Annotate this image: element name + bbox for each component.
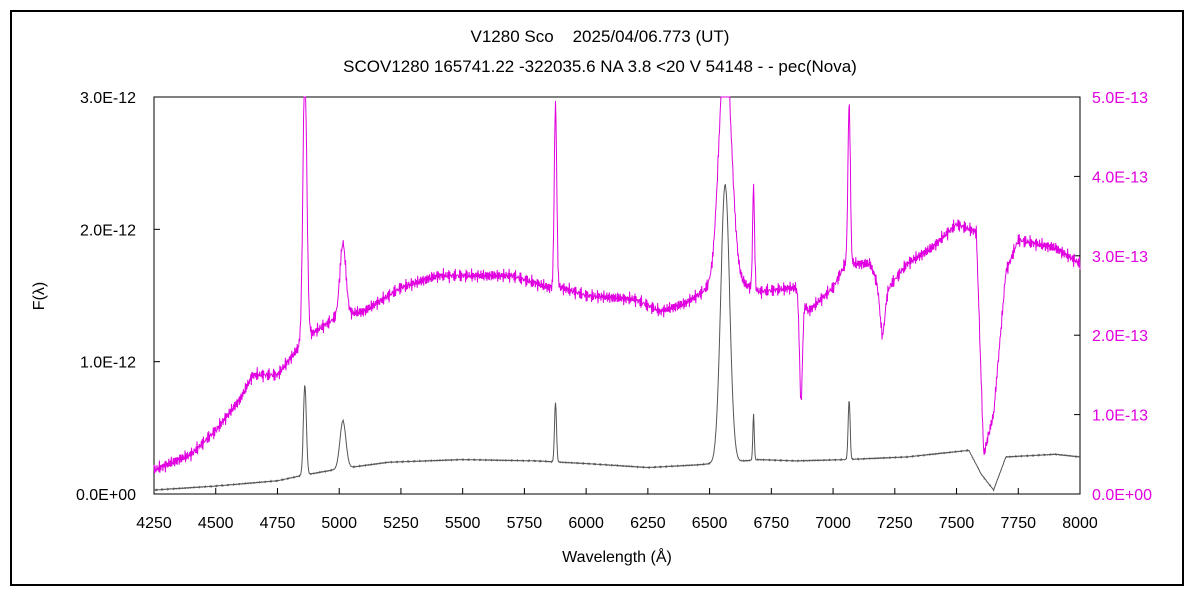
x-tick-label: 4250: [136, 515, 172, 532]
right-tick-label: 3.0E-13: [1092, 249, 1148, 266]
chart-title-line-1: V1280 Sco 2025/04/06.773 (UT): [470, 27, 730, 46]
series-layer: [153, 96, 1081, 492]
right-tick-label: 4.0E-13: [1092, 169, 1148, 186]
x-tick-label: 7000: [815, 515, 851, 532]
x-tick-label: 7250: [877, 515, 913, 532]
left-tick-label: 1.0E-12: [80, 355, 136, 372]
x-axis-label: Wavelength (Å): [562, 547, 672, 566]
left-tick-label: 0.0E+00: [76, 487, 136, 504]
left-tick-label: 2.0E-12: [80, 222, 136, 239]
right-axis-ticks: 0.0E+00 1.0E-13 2.0E-13 3.0E-13 4.0E-13 5.0E-…: [1074, 90, 1152, 504]
x-tick-label: 6000: [568, 515, 604, 532]
x-tick-label: 4500: [198, 515, 234, 532]
right-tick-label: 2.0E-13: [1092, 328, 1148, 345]
right-tick-label: 0.0E+00: [1092, 487, 1152, 504]
x-tick-label: 5250: [383, 515, 419, 532]
x-tick-label: 7750: [1000, 515, 1036, 532]
left-tick-label: 3.0E-12: [80, 90, 136, 107]
x-tick-label: 6250: [630, 515, 666, 532]
chart-title-line-2: SCOV1280 165741.22 -322035.6 NA 3.8 <20 …: [343, 57, 857, 76]
x-tick-label: 5000: [321, 515, 357, 532]
right-tick-label: 5.0E-13: [1092, 90, 1148, 107]
x-tick-label: 5750: [507, 515, 543, 532]
x-tick-label: 4750: [260, 515, 296, 532]
left-axis-ticks: 0.0E+00 1.0E-12 2.0E-12 3.0E-12: [76, 90, 160, 504]
x-tick-label: 5500: [445, 515, 481, 532]
x-tick-label: 6500: [692, 515, 728, 532]
x-tick-label: 6750: [754, 515, 790, 532]
right-axis-series-line: [153, 96, 1081, 474]
left-axis-label: F(λ): [31, 282, 48, 310]
x-tick-label: 7500: [939, 515, 975, 532]
x-axis-ticks: 4250 4500 4750 5000 5250 5500 5750 6000 6250 6500…: [136, 488, 1098, 532]
plot-area: [153, 96, 1081, 495]
right-tick-label: 1.0E-13: [1092, 408, 1148, 425]
left-axis-series-line: [153, 183, 1081, 492]
x-tick-label: 8000: [1062, 515, 1098, 532]
